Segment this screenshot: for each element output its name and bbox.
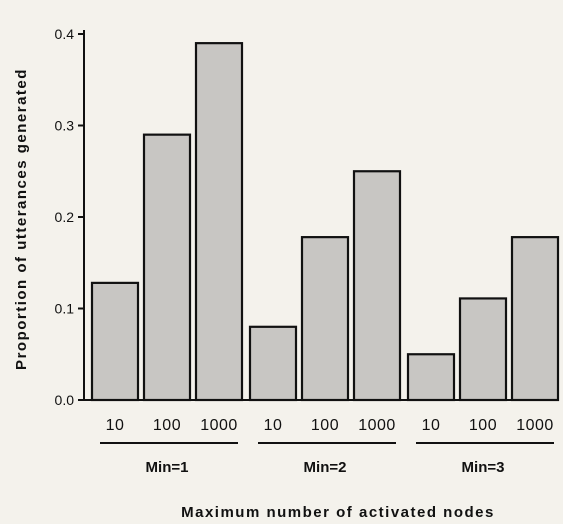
x-category-labels: 10 100 1000 10 100 1000 10 100 1000 xyxy=(106,417,554,434)
x-category-label: 10 xyxy=(264,417,283,434)
group-label: Min=2 xyxy=(304,459,347,476)
y-tick-label: 0.0 xyxy=(55,392,75,408)
x-category-label: 100 xyxy=(469,417,497,434)
y-tick-label: 0.4 xyxy=(55,26,75,42)
y-axis-title: Proportion of utterances generated xyxy=(13,68,30,370)
group-label: Min=3 xyxy=(462,459,505,476)
x-category-label: 10 xyxy=(422,417,441,434)
x-category-label: 1000 xyxy=(358,417,396,434)
group-label: Min=1 xyxy=(146,459,189,476)
y-tick-label: 0.3 xyxy=(55,118,75,134)
bar-Min2-10 xyxy=(248,325,298,402)
group-brackets: Min=1 Min=2 Min=3 xyxy=(100,442,554,476)
bar-Min2-1000 xyxy=(352,170,402,402)
bar-Min1-100 xyxy=(142,133,192,402)
x-category-label: 10 xyxy=(106,417,125,434)
x-category-label: 100 xyxy=(311,417,339,434)
y-axis-ticks: 0.0 0.1 0.2 0.3 0.4 xyxy=(55,26,84,408)
y-tick-label: 0.2 xyxy=(55,209,75,225)
x-category-label: 1000 xyxy=(516,417,554,434)
x-category-label: 100 xyxy=(153,417,181,434)
bar-Min1-10 xyxy=(90,281,140,402)
x-axis-title: Maximum number of activated nodes xyxy=(181,504,495,521)
y-tick-label: 0.1 xyxy=(55,301,75,317)
x-category-label: 1000 xyxy=(200,417,238,434)
bars-layer xyxy=(90,42,560,402)
bar-Min3-10 xyxy=(406,353,456,402)
bar-Min1-1000 xyxy=(194,42,244,402)
bar-Min3-100 xyxy=(458,297,508,402)
bar-Min3-1000 xyxy=(510,236,560,402)
bar-Min2-100 xyxy=(300,236,350,402)
